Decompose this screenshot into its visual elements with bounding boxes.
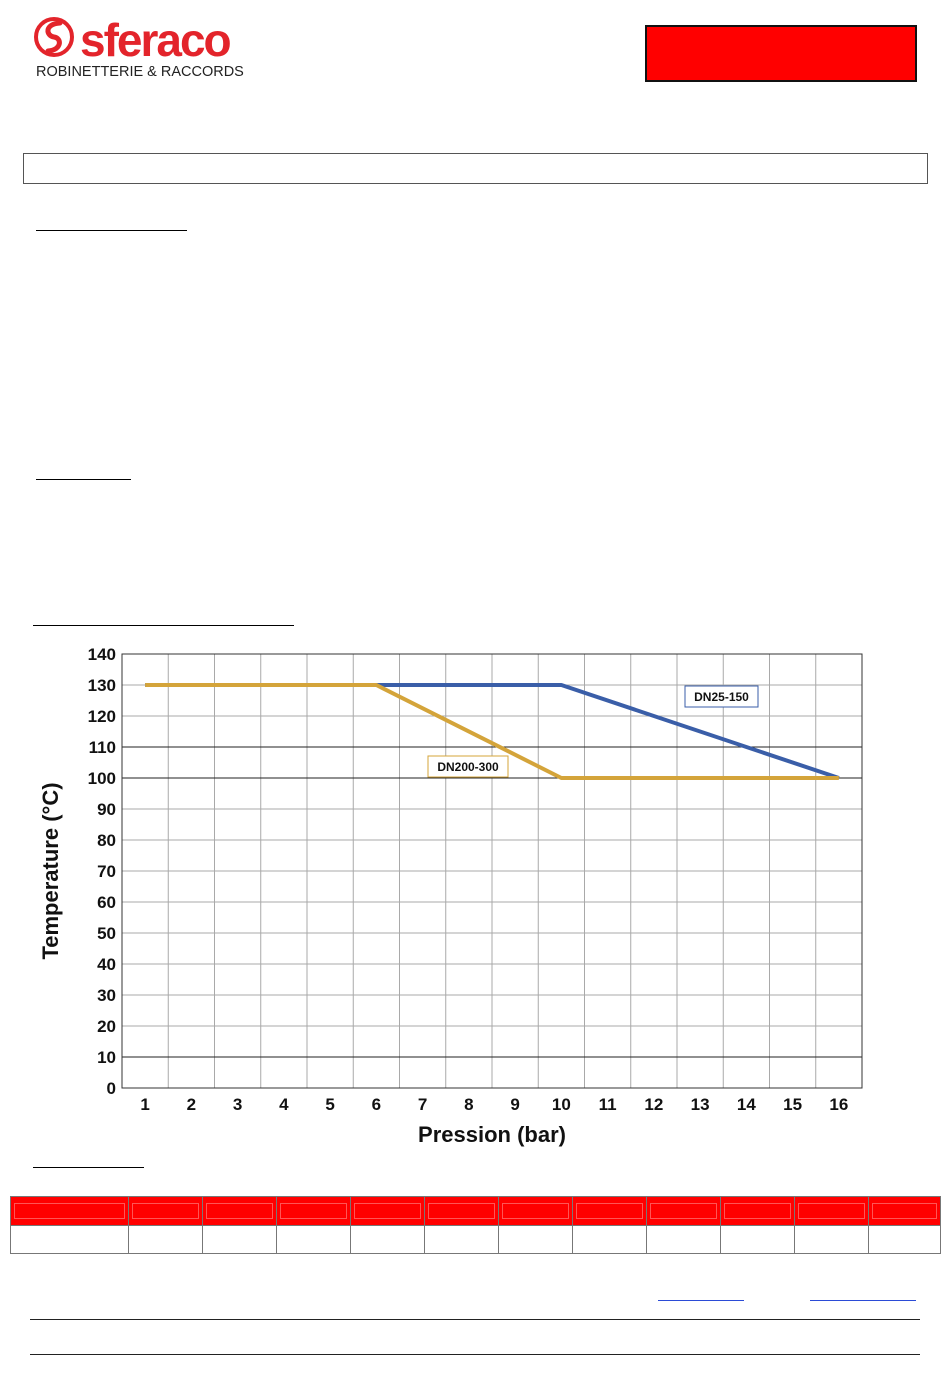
x-tick-label: 3 xyxy=(233,1095,242,1114)
svg-text:DN200-300: DN200-300 xyxy=(437,760,499,774)
table-header-row xyxy=(10,1196,941,1226)
x-tick-label: 13 xyxy=(691,1095,710,1114)
section-underline-2 xyxy=(36,479,131,480)
x-tick-label: 4 xyxy=(279,1095,289,1114)
section-underline-1 xyxy=(36,230,187,231)
section-underline-3 xyxy=(33,625,294,626)
table-header-cell xyxy=(646,1196,721,1226)
x-axis-label: Pression (bar) xyxy=(418,1122,566,1147)
logo-swirl-icon xyxy=(45,20,63,54)
svg-text:DN25-150: DN25-150 xyxy=(694,690,749,704)
spec-table xyxy=(10,1196,941,1254)
plot-frame xyxy=(121,653,863,1089)
table-cell xyxy=(128,1225,203,1254)
footer-divider-2 xyxy=(30,1354,920,1355)
x-tick-label: 5 xyxy=(325,1095,334,1114)
y-tick-label: 80 xyxy=(97,831,116,850)
x-tick-label: 11 xyxy=(599,1095,617,1114)
table-cell xyxy=(202,1225,277,1254)
y-tick-label: 110 xyxy=(89,738,116,757)
x-tick-label: 1 xyxy=(140,1095,149,1114)
y-tick-label: 90 xyxy=(97,800,116,819)
table-cell xyxy=(424,1225,499,1254)
x-tick-label: 10 xyxy=(552,1095,571,1114)
table-header-cell xyxy=(794,1196,869,1226)
brand-name: sferaco xyxy=(80,14,231,66)
y-tick-label: 120 xyxy=(88,707,116,726)
table-cell xyxy=(646,1225,721,1254)
series-line-dn200-300 xyxy=(145,683,839,780)
brand-tagline: ROBINETTERIE & RACCORDS xyxy=(36,64,244,80)
table-cell xyxy=(350,1225,425,1254)
sferaco-logo: sferaco ROBINETTERIE & RACCORDS xyxy=(34,14,244,80)
footer-link-2[interactable] xyxy=(810,1300,916,1301)
table-header-cell xyxy=(868,1196,941,1226)
table-cell xyxy=(572,1225,647,1254)
table-header-cell xyxy=(202,1196,277,1226)
table-header-cell xyxy=(10,1196,129,1226)
table-header-cell xyxy=(424,1196,499,1226)
table-cell xyxy=(276,1225,351,1254)
table-row xyxy=(10,1225,941,1254)
y-tick-label: 40 xyxy=(97,955,116,974)
table-header-cell xyxy=(276,1196,351,1226)
y-axis-label: Temperature (°C) xyxy=(38,782,63,959)
footer-divider-1 xyxy=(30,1319,920,1320)
table-header-cell xyxy=(720,1196,795,1226)
title-box xyxy=(23,153,928,184)
x-tick-label: 16 xyxy=(829,1095,848,1114)
x-tick-label: 7 xyxy=(418,1095,427,1114)
table-cell xyxy=(868,1225,941,1254)
x-tick-label: 8 xyxy=(464,1095,473,1114)
x-tick-label: 9 xyxy=(510,1095,519,1114)
y-tick-label: 100 xyxy=(88,769,116,788)
y-tick-label: 20 xyxy=(97,1017,116,1036)
logo-circle xyxy=(34,17,74,57)
x-tick-label: 12 xyxy=(644,1095,663,1114)
table-header-cell xyxy=(572,1196,647,1226)
series-label-dn200-300: DN200-300 xyxy=(427,755,509,778)
x-tick-label: 15 xyxy=(783,1095,802,1114)
y-tick-label: 60 xyxy=(97,893,116,912)
x-tick-label: 6 xyxy=(372,1095,381,1114)
y-tick-label: 50 xyxy=(97,924,116,943)
table-header-cell xyxy=(350,1196,425,1226)
y-tick-label: 130 xyxy=(88,676,116,695)
table-header-cell xyxy=(498,1196,573,1226)
series-label-dn25-150: DN25-150 xyxy=(684,685,759,708)
y-tick-label: 70 xyxy=(97,862,116,881)
x-tick-label: 14 xyxy=(737,1095,756,1114)
table-cell xyxy=(720,1225,795,1254)
y-tick-label: 0 xyxy=(107,1079,116,1098)
x-tick-label: 2 xyxy=(187,1095,196,1114)
table-header-cell xyxy=(128,1196,203,1226)
header-red-box xyxy=(645,25,917,82)
table-cell xyxy=(794,1225,869,1254)
y-tick-label: 10 xyxy=(97,1048,116,1067)
section-underline-4 xyxy=(33,1167,144,1168)
table-cell xyxy=(498,1225,573,1254)
y-tick-label: 140 xyxy=(88,645,116,664)
y-tick-label: 30 xyxy=(97,986,116,1005)
table-cell xyxy=(10,1225,129,1254)
footer-link-1[interactable] xyxy=(658,1300,744,1301)
